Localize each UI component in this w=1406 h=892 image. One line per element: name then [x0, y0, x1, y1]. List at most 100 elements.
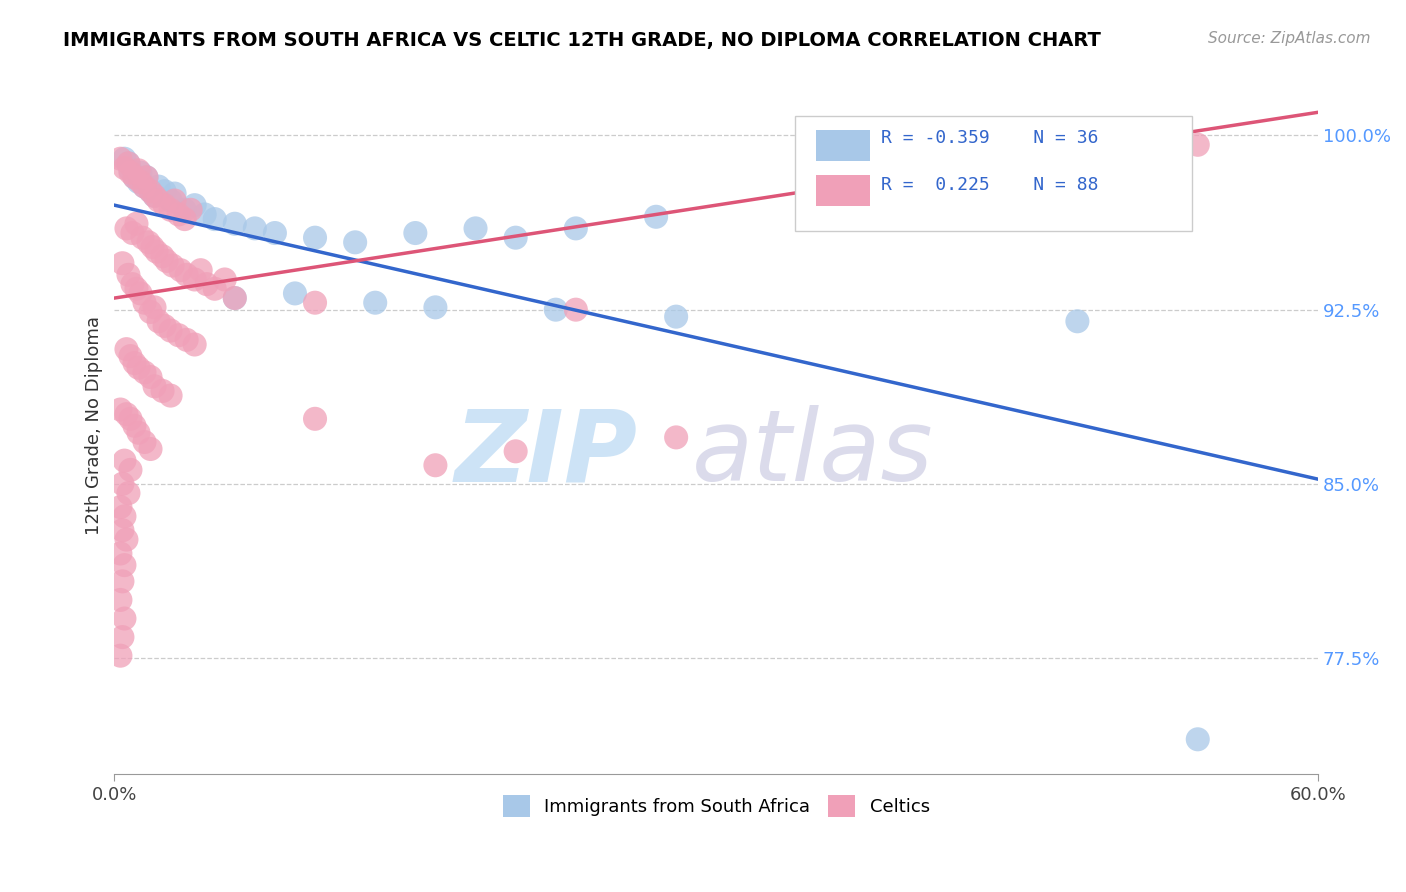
- Point: [264, 226, 287, 240]
- Point: [114, 152, 136, 166]
- Point: [148, 194, 170, 208]
- FancyBboxPatch shape: [817, 129, 870, 161]
- Point: [159, 324, 181, 338]
- Point: [404, 226, 426, 240]
- Point: [114, 611, 136, 625]
- Point: [1066, 314, 1088, 328]
- Point: [124, 170, 146, 185]
- Point: [195, 277, 218, 292]
- Point: [120, 412, 142, 426]
- Point: [124, 170, 146, 185]
- Point: [145, 244, 167, 259]
- Point: [284, 286, 307, 301]
- Point: [183, 198, 205, 212]
- Point: [124, 356, 146, 370]
- Point: [425, 301, 447, 315]
- Text: Source: ZipAtlas.com: Source: ZipAtlas.com: [1208, 31, 1371, 46]
- FancyBboxPatch shape: [794, 116, 1192, 231]
- Point: [159, 388, 181, 402]
- Point: [153, 198, 176, 212]
- Point: [169, 263, 191, 277]
- Point: [190, 263, 212, 277]
- Point: [139, 184, 162, 198]
- Point: [134, 295, 156, 310]
- Point: [183, 337, 205, 351]
- Point: [665, 310, 688, 324]
- Point: [139, 370, 162, 384]
- Point: [505, 444, 527, 458]
- Point: [117, 156, 139, 170]
- Point: [1187, 137, 1209, 152]
- Point: [115, 221, 138, 235]
- Point: [121, 277, 143, 292]
- Point: [143, 189, 166, 203]
- Point: [141, 240, 163, 254]
- Point: [304, 295, 326, 310]
- Point: [121, 226, 143, 240]
- Text: R =  0.225    N = 88: R = 0.225 N = 88: [882, 177, 1098, 194]
- Point: [304, 412, 326, 426]
- Point: [224, 291, 246, 305]
- Point: [138, 235, 160, 250]
- Point: [167, 328, 190, 343]
- Point: [204, 282, 226, 296]
- Point: [163, 194, 186, 208]
- Point: [139, 442, 162, 456]
- Point: [173, 212, 195, 227]
- Point: [148, 179, 170, 194]
- Point: [464, 221, 486, 235]
- Point: [124, 418, 146, 433]
- Point: [425, 458, 447, 473]
- Point: [243, 221, 266, 235]
- Point: [159, 194, 181, 208]
- Point: [110, 648, 132, 663]
- Point: [139, 305, 162, 319]
- Point: [111, 476, 134, 491]
- Point: [143, 301, 166, 315]
- Point: [204, 212, 226, 227]
- Text: atlas: atlas: [692, 405, 934, 502]
- Point: [114, 453, 136, 467]
- Point: [110, 593, 132, 607]
- Point: [127, 425, 149, 440]
- Text: ZIP: ZIP: [456, 405, 638, 502]
- Point: [139, 184, 162, 198]
- Legend: Immigrants from South Africa, Celtics: Immigrants from South Africa, Celtics: [495, 788, 938, 824]
- Point: [120, 349, 142, 363]
- Point: [163, 186, 186, 201]
- Point: [131, 230, 153, 244]
- FancyBboxPatch shape: [817, 175, 870, 206]
- Point: [125, 217, 148, 231]
- Point: [143, 379, 166, 393]
- Point: [364, 295, 387, 310]
- Point: [224, 217, 246, 231]
- Point: [148, 314, 170, 328]
- Point: [117, 486, 139, 500]
- Point: [544, 302, 567, 317]
- Point: [153, 184, 176, 198]
- Point: [117, 156, 139, 170]
- Point: [173, 202, 195, 217]
- Point: [129, 286, 152, 301]
- Text: R = -0.359    N = 36: R = -0.359 N = 36: [882, 129, 1098, 147]
- Point: [153, 318, 176, 333]
- Point: [214, 272, 236, 286]
- Point: [111, 574, 134, 589]
- Point: [134, 179, 156, 194]
- Point: [167, 207, 190, 221]
- Point: [134, 179, 156, 194]
- Y-axis label: 12th Grade, No Diploma: 12th Grade, No Diploma: [86, 317, 103, 535]
- Point: [127, 163, 149, 178]
- Point: [120, 163, 142, 178]
- Point: [143, 189, 166, 203]
- Point: [565, 302, 588, 317]
- Point: [135, 170, 157, 185]
- Point: [111, 630, 134, 644]
- Point: [120, 463, 142, 477]
- Point: [176, 333, 198, 347]
- Point: [183, 272, 205, 286]
- Point: [129, 175, 152, 189]
- Point: [1187, 732, 1209, 747]
- Point: [111, 523, 134, 537]
- Point: [162, 259, 184, 273]
